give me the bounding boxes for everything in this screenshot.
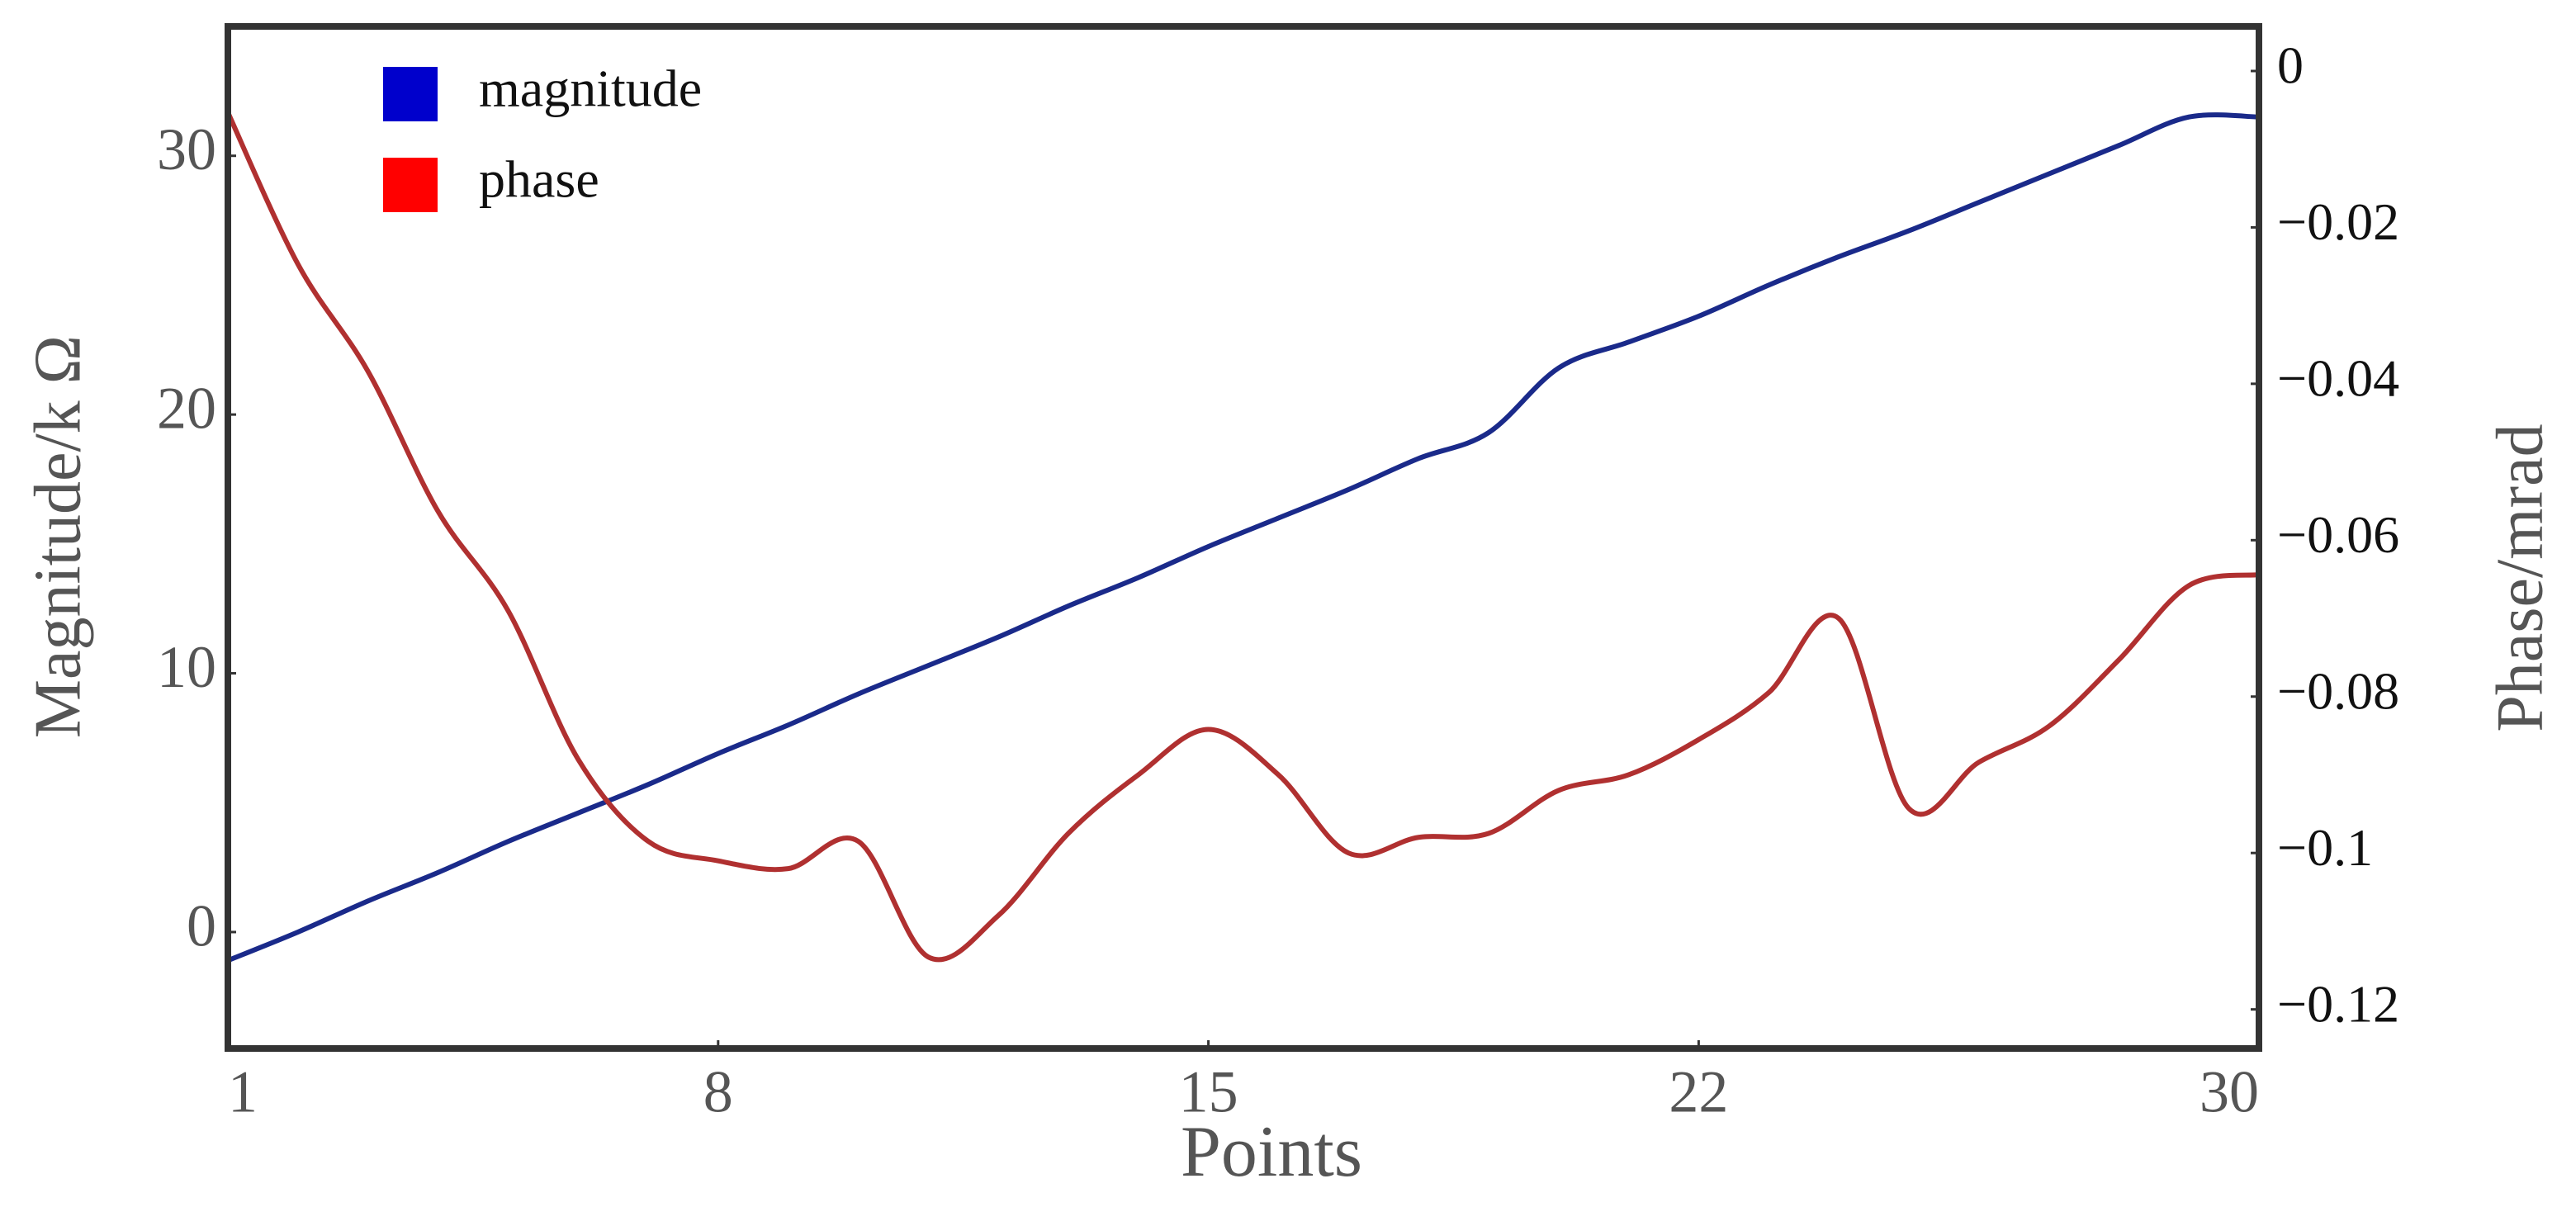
x-tick-label: 30	[2200, 1059, 2259, 1125]
x-tick-label: 8	[703, 1059, 733, 1125]
legend-label: phase	[479, 150, 599, 209]
y2-tick-label: −0.04	[2277, 349, 2399, 408]
y2-tick-label: −0.06	[2277, 505, 2399, 564]
x-tick-label: 22	[1669, 1059, 1728, 1125]
x-axis-title: Points	[1181, 1112, 1362, 1192]
y2-tick-label: −0.12	[2277, 974, 2399, 1033]
series-line	[226, 112, 2260, 963]
y2-tick-label: −0.08	[2277, 661, 2399, 720]
y2-tick-label: 0	[2277, 36, 2304, 95]
legend-swatch	[383, 67, 438, 121]
y-tick-label: 10	[157, 634, 216, 700]
y-tick-label: 0	[187, 892, 216, 958]
plot-frame	[225, 23, 2262, 1052]
y-tick-label: 20	[157, 376, 216, 442]
x-tick-label: 1	[228, 1059, 258, 1125]
y-tick-label: 30	[157, 116, 216, 182]
legend-label: magnitude	[479, 59, 702, 118]
y-axis-title: Magnitude/k Ω	[21, 335, 94, 738]
y2-tick-label: −0.1	[2277, 818, 2373, 877]
y2-tick-label: −0.02	[2277, 192, 2399, 251]
legend-swatch	[383, 158, 438, 212]
y2-axis-title: Phase/mrad	[2484, 424, 2556, 731]
series-line	[225, 111, 2260, 963]
x-tick-label: 15	[1179, 1059, 1238, 1125]
